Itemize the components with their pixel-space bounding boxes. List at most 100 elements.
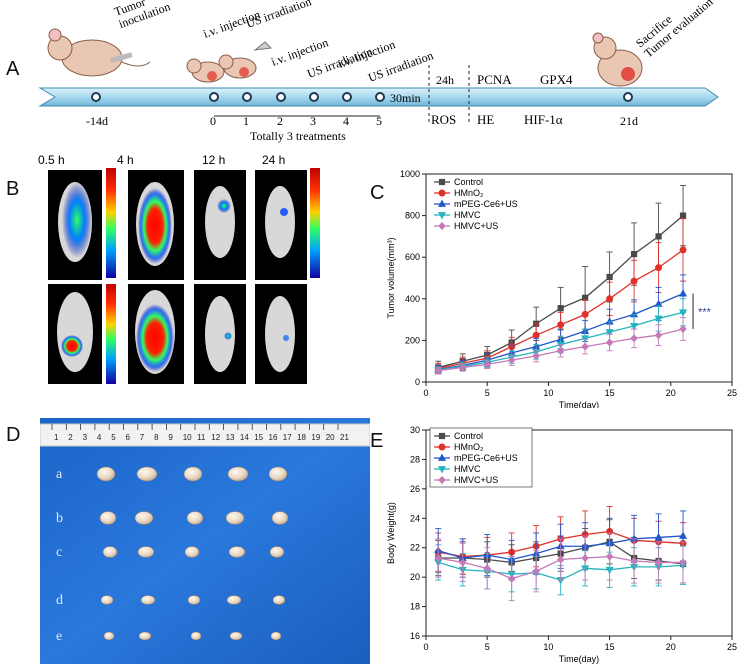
y-tick-label: 200 (405, 335, 420, 345)
tumor-sample (134, 511, 154, 525)
data-point (630, 250, 638, 258)
data-point (438, 432, 446, 440)
data-point (437, 453, 447, 461)
x-axis-label: Time(day) (559, 654, 599, 664)
interval-30min: 30min (390, 91, 421, 105)
assay-pcna: PCNA (477, 72, 512, 87)
panel-a-timeline: Tumorinoculation i.v. injection US irrad… (38, 0, 719, 143)
tumor-sample (100, 595, 114, 605)
data-point (557, 305, 564, 312)
data-point (532, 331, 540, 339)
data-point (581, 342, 589, 351)
ruler-number: 11 (197, 433, 206, 442)
y-tick-label: 800 (405, 211, 420, 221)
data-point (654, 315, 663, 323)
series-hmvcus (434, 317, 687, 375)
x-axis-label: Time(day) (559, 400, 599, 408)
row-label: b (56, 511, 63, 526)
legend-label: HMVC (454, 210, 481, 220)
us-irradiation-label-1: US irradiation (244, 0, 313, 31)
data-point (678, 531, 688, 539)
panel-c-letter: C (370, 182, 385, 204)
row-labels: a b c d e (56, 467, 63, 644)
y-tick-label: 30 (410, 425, 420, 435)
ruler-number: 7 (140, 433, 145, 442)
tumor-sample (187, 595, 201, 605)
panel-b-imaging: 0.5 h 4 h 12 h 24 h (38, 153, 320, 384)
data-point (655, 264, 663, 272)
y-tick-label: 26 (410, 484, 420, 494)
row-label: a (56, 467, 63, 482)
x-tick-label: 15 (605, 642, 615, 652)
data-point (630, 322, 639, 331)
ruler-number: 3 (83, 433, 88, 442)
panel-d-letter: D (6, 424, 21, 446)
ruler-number: 1 (54, 433, 59, 442)
tumor-sample (226, 595, 242, 605)
ruler-number: 14 (240, 433, 249, 442)
data-point (556, 346, 565, 355)
x-tick-label: 10 (543, 642, 553, 652)
ruler-number: 16 (269, 433, 278, 442)
x-tick-label: 20 (666, 642, 676, 652)
data-point (606, 295, 614, 303)
data-point (654, 331, 663, 340)
tumor-sample (137, 546, 155, 558)
y-tick-label: 20 (410, 572, 420, 582)
x-tick-label: 10 (543, 388, 553, 398)
data-point (459, 363, 467, 372)
data-point (679, 558, 687, 567)
data-point (438, 443, 446, 451)
row-label: e (56, 629, 62, 644)
tumor-samples (96, 466, 289, 641)
tumor-sample (225, 511, 245, 525)
data-point (630, 334, 638, 343)
assay-hif: HIF-1α (524, 112, 563, 127)
data-point (679, 246, 687, 254)
tumor-sample (272, 595, 286, 605)
data-point (605, 329, 614, 337)
tumor-sample (229, 631, 243, 641)
sacrifice-label: SacrificeTumor evaluation (633, 0, 716, 60)
x-tick-label: 25 (727, 642, 737, 652)
tumor-sample (270, 631, 282, 641)
body-weight-chart: 0 5 10 15 20 25 16 18 20 22 24 26 28 30 Time(day) Body … (386, 425, 737, 664)
tumor-sample (269, 546, 285, 558)
panel-b-letter: B (6, 178, 20, 200)
ruler-number: 5 (111, 433, 116, 442)
day-label-3: 3 (310, 114, 316, 128)
day-label-2: 2 (277, 114, 283, 128)
data-point (437, 199, 447, 207)
day-label-4: 4 (343, 114, 349, 128)
mouse-injection-2 (218, 41, 273, 79)
tumor-sample (184, 546, 200, 558)
data-point (678, 309, 688, 317)
data-point (630, 277, 638, 285)
x-tick-label: 0 (423, 388, 428, 398)
y-axis-label: Tumor volume(mm³) (386, 237, 396, 318)
ruler-number: 4 (97, 433, 102, 442)
x-tick-label: 5 (485, 388, 490, 398)
ruler-number: 17 (283, 433, 292, 442)
plot-frame (425, 429, 733, 637)
day-label-21: 21d (620, 114, 638, 128)
tumor-sample (140, 595, 156, 605)
x-tick-label: 25 (727, 388, 737, 398)
ruler: 1 2 3 4 5 6 7 8 9 10 11 12 13 14 15 16 17 18 19 20 21 (51, 424, 349, 442)
tumor-sample (227, 466, 249, 482)
ruler-number: 18 (297, 433, 306, 442)
ruler-number: 20 (326, 433, 335, 442)
day-label-0: 0 (210, 114, 216, 128)
significance-mark: *** (698, 306, 712, 318)
data-point (678, 289, 688, 297)
series-hmvcus (434, 532, 687, 602)
legend-label: HMnO₂ (454, 442, 484, 452)
data-point (437, 466, 447, 474)
data-point (438, 475, 446, 485)
y-tick-label: 22 (410, 543, 420, 553)
ruler-number: 12 (211, 433, 220, 442)
legend-label: HMVC+US (454, 221, 498, 231)
tumor-sample (136, 466, 158, 482)
